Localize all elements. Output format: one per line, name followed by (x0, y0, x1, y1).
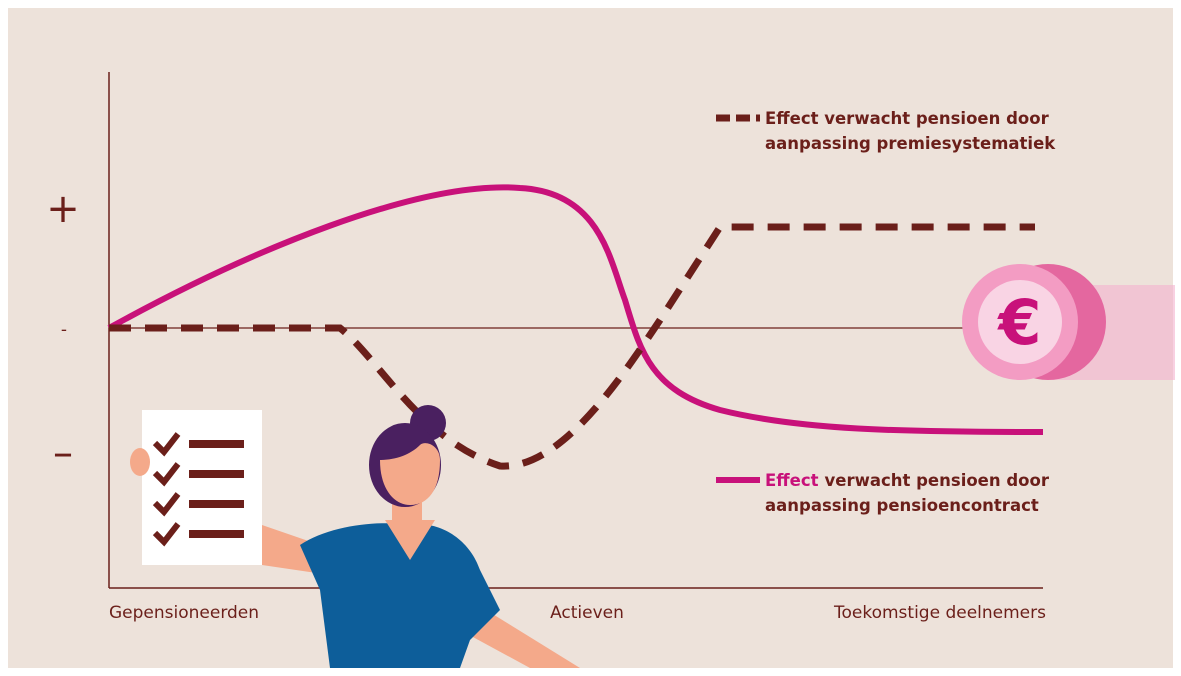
checklist-icon (130, 410, 262, 565)
minus-label: – (53, 430, 73, 476)
plus-label: + (46, 186, 80, 232)
coin-icon: € (962, 264, 1175, 380)
legend-highlight: Effect (765, 471, 819, 490)
person-illustration (262, 405, 580, 668)
zero-label: - (61, 320, 67, 340)
legend-text: aanpassing premiesystematiek (765, 134, 1056, 153)
x-label: Actieven (550, 603, 624, 623)
svg-text:€: € (996, 286, 1041, 359)
legend-text: aanpassing pensioencontract (765, 496, 1039, 515)
legend-text: Effect verwacht pensioen door (765, 109, 1050, 128)
x-label: Toekomstige deelnemers (833, 603, 1046, 623)
legend-text: verwacht pensioen door (825, 471, 1050, 490)
premium-curve (109, 223, 1035, 470)
x-label: Gepensioneerden (109, 603, 259, 623)
legend-text: Effect verwacht pensioen door (765, 471, 1050, 490)
contract-curve (107, 184, 1044, 435)
